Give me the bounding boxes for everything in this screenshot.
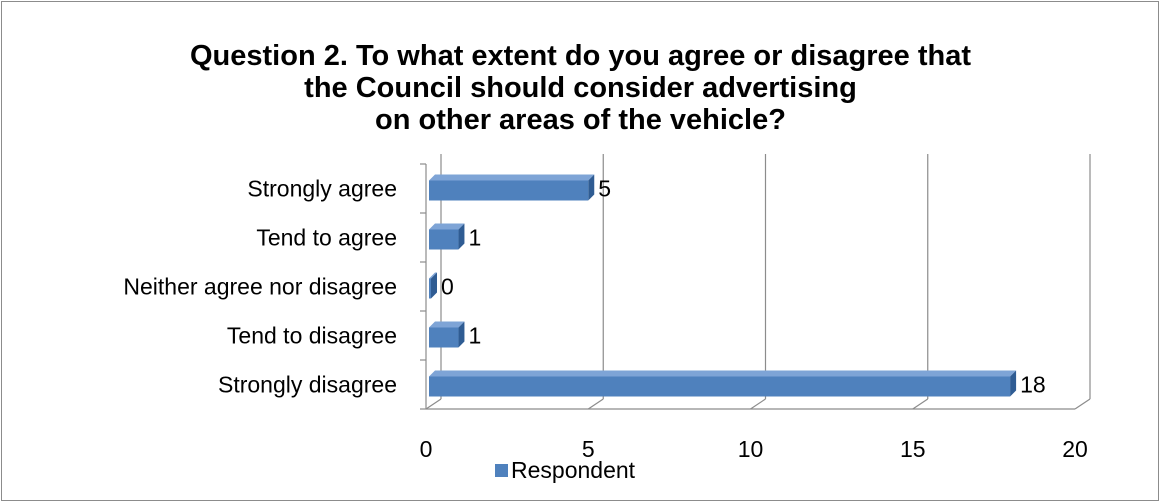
chart-title-line-1: Question 2. To what extent do you agree … (190, 40, 971, 72)
bar-top-4 (429, 370, 1017, 377)
floor-tick-4 (1074, 398, 1091, 410)
data-label-3: 1 (468, 323, 481, 349)
chart-title-line-2: the Council should consider advertising (304, 72, 857, 104)
bar-top-3 (429, 321, 465, 328)
bar-top-0 (429, 174, 595, 181)
data-label-1: 1 (468, 225, 481, 251)
floor-tick-1 (587, 398, 604, 410)
category-label-0: Strongly agree (247, 176, 397, 202)
bar-side-0 (588, 174, 595, 201)
data-label-4: 18 (1020, 372, 1046, 398)
bar-3 (429, 327, 459, 348)
bar-side-3 (458, 321, 465, 348)
bar-top-1 (429, 223, 465, 230)
x-tick-label-2: 10 (738, 436, 764, 462)
bar-0 (429, 180, 589, 201)
category-label-3: Tend to disagree (227, 323, 397, 349)
chart-title-line-3: on other areas of the vehicle? (375, 104, 786, 136)
bar-1 (429, 229, 459, 250)
bar-side-2 (431, 272, 437, 299)
x-tick-label-3: 15 (900, 436, 926, 462)
category-label-1: Tend to agree (256, 225, 397, 251)
category-label-2: Neither agree nor disagree (123, 274, 397, 300)
x-tick-label-1: 5 (582, 436, 595, 462)
x-tick-label-4: 20 (1062, 436, 1088, 462)
bar-top-2 (429, 272, 437, 279)
bar-side-1 (458, 223, 465, 250)
floor-tick-3 (912, 398, 929, 410)
data-label-0: 5 (598, 176, 611, 202)
bar-side-4 (1010, 370, 1017, 397)
floor-tick-0 (425, 398, 442, 410)
legend-swatch-respondent (495, 464, 508, 477)
bar-2 (429, 278, 431, 299)
x-tick-label-0: 0 (420, 436, 433, 462)
bar-4 (429, 376, 1011, 397)
category-label-4: Strongly disagree (218, 372, 397, 398)
floor-tick-2 (750, 398, 766, 410)
legend-label-respondent: Respondent (511, 457, 636, 483)
chart-title: Question 2. To what extent do you agree … (0, 40, 1161, 136)
data-label-2: 0 (441, 274, 454, 300)
legend: Respondent (495, 457, 635, 484)
